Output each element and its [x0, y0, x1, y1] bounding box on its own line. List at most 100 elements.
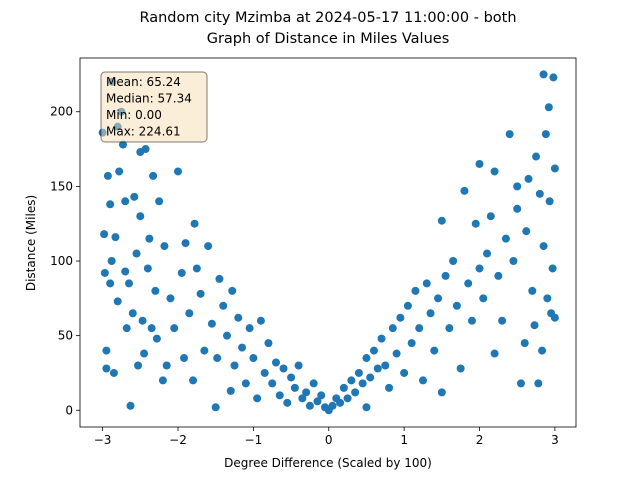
point [479, 294, 488, 303]
point [305, 401, 314, 410]
point [464, 279, 473, 288]
point [149, 171, 158, 180]
point [501, 234, 510, 243]
chart-title: Random city Mzimba at 2024-05-17 11:00:0… [139, 10, 516, 26]
x-tick-label: 2 [476, 433, 484, 447]
point [437, 216, 446, 225]
point [544, 103, 553, 112]
point [138, 316, 147, 325]
point [377, 334, 386, 343]
point [200, 346, 209, 355]
point [418, 376, 427, 385]
point [181, 239, 190, 248]
point [522, 227, 531, 236]
point [124, 279, 133, 288]
point [475, 159, 484, 168]
point [100, 230, 109, 239]
point [545, 197, 554, 206]
plot-frame [79, 57, 577, 428]
point [385, 383, 394, 392]
point [136, 212, 145, 221]
point [467, 316, 476, 325]
x-axis-label: Degree Difference (Scaled by 100) [224, 456, 432, 470]
point [234, 313, 243, 322]
point [362, 354, 371, 363]
point [490, 349, 499, 358]
point [111, 233, 120, 242]
x-tick-label: 3 [551, 433, 559, 447]
point [381, 361, 390, 370]
point [396, 313, 405, 322]
point [347, 376, 356, 385]
y-tick-label: 100 [50, 254, 73, 268]
point [185, 309, 194, 318]
point [449, 257, 458, 266]
point [155, 197, 164, 206]
point [160, 242, 169, 251]
point [530, 321, 539, 330]
point [538, 346, 547, 355]
point [113, 297, 122, 306]
point [249, 354, 258, 363]
point [524, 174, 533, 183]
y-tick-label: 50 [58, 329, 73, 343]
point [151, 286, 160, 295]
point [170, 324, 179, 333]
point [426, 309, 435, 318]
point [211, 403, 220, 412]
point [143, 264, 152, 273]
point [302, 388, 311, 397]
point [505, 130, 514, 139]
point [279, 364, 288, 373]
point [253, 394, 262, 403]
point [541, 130, 550, 139]
point [189, 376, 198, 385]
x-tick-label: −2 [169, 433, 187, 447]
point [256, 316, 265, 325]
point [535, 189, 544, 198]
y-tick-label: 200 [50, 105, 73, 119]
point [140, 349, 149, 358]
point [245, 324, 254, 333]
point [122, 324, 131, 333]
point [271, 358, 280, 367]
point [520, 339, 529, 348]
point [516, 379, 525, 388]
chart-subtitle: Graph of Distance in Miles Values [207, 31, 450, 47]
point [351, 388, 360, 397]
point [222, 331, 231, 340]
point [373, 364, 382, 373]
point [145, 234, 154, 243]
point [490, 167, 499, 176]
point [298, 394, 307, 403]
point [275, 391, 284, 400]
point [102, 364, 111, 373]
point [134, 361, 143, 370]
point [336, 398, 345, 407]
point [309, 379, 318, 388]
point [109, 368, 118, 377]
point [204, 242, 213, 251]
point [141, 145, 150, 154]
point [283, 398, 292, 407]
point [118, 140, 127, 149]
point [177, 268, 186, 277]
point [550, 313, 559, 322]
point [483, 249, 492, 258]
point [528, 286, 537, 295]
stats-box [100, 71, 208, 143]
point [115, 167, 124, 176]
point [415, 324, 424, 333]
point [434, 294, 443, 303]
point [130, 192, 139, 201]
point [328, 401, 337, 410]
point [190, 219, 199, 228]
point [121, 197, 130, 206]
point [192, 264, 201, 273]
stats-text: Max: 224.61 [106, 125, 181, 139]
point [126, 401, 135, 410]
point [471, 219, 480, 228]
point [196, 289, 205, 298]
point [494, 271, 503, 280]
